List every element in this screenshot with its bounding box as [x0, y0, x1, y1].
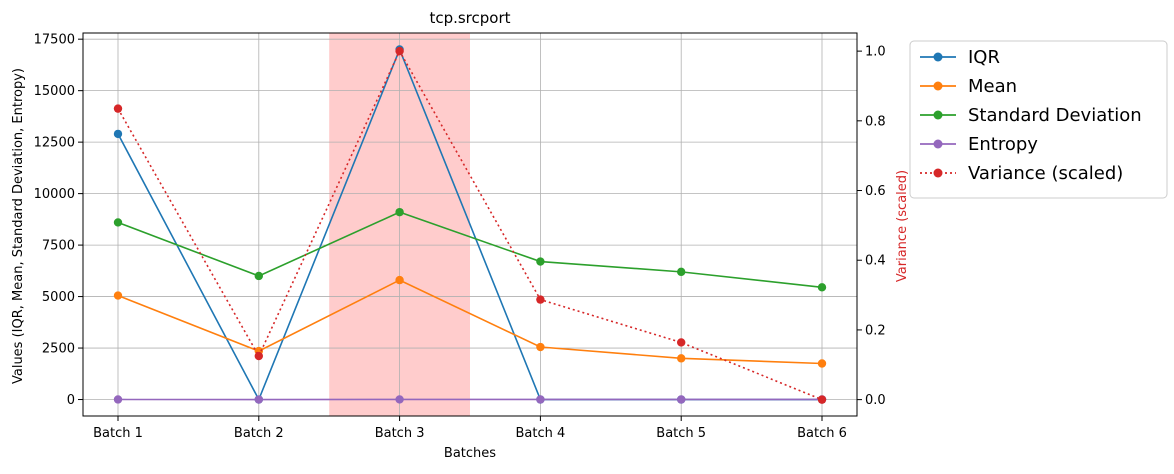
data-point-4-3 [536, 295, 544, 303]
x-tick-label: Batch 5 [656, 426, 706, 441]
data-point-1-5 [818, 359, 826, 367]
y-tick-label: 17500 [34, 33, 75, 48]
legend-label-4: Variance (scaled) [968, 163, 1123, 184]
data-point-4-4 [677, 338, 685, 346]
data-point-4-1 [255, 352, 263, 360]
legend-label-0: IQR [968, 47, 1000, 68]
data-point-2-2 [395, 208, 403, 216]
data-point-1-2 [395, 276, 403, 284]
legend-label-2: Standard Deviation [968, 105, 1142, 126]
x-axis-label: Batches [444, 446, 496, 461]
data-point-1-3 [536, 343, 544, 351]
y-tick-label: 12500 [34, 136, 75, 151]
legend-swatch-marker-3 [934, 140, 943, 149]
data-point-2-4 [677, 268, 685, 276]
x-tick-label: Batch 6 [797, 426, 847, 441]
data-point-3-1 [255, 395, 263, 403]
data-point-3-4 [677, 395, 685, 403]
legend-swatch-marker-2 [934, 111, 943, 120]
legend-swatch-marker-1 [934, 82, 943, 91]
legend-swatch-marker-0 [934, 53, 943, 62]
y2-axis-label: Variance (scaled) [895, 170, 910, 282]
data-point-2-1 [255, 272, 263, 280]
x-tick-label: Batch 2 [234, 426, 284, 441]
data-point-3-2 [395, 395, 403, 403]
y-tick-label: 5000 [42, 290, 75, 305]
data-point-1-0 [114, 291, 122, 299]
y-tick-label: 7500 [42, 239, 75, 254]
data-point-3-0 [114, 395, 122, 403]
x-tick-label: Batch 4 [516, 426, 566, 441]
legend-label-3: Entropy [968, 134, 1038, 155]
y-tick-label: 0 [67, 393, 75, 408]
y2-tick-label: 0.6 [865, 184, 886, 199]
data-point-2-5 [818, 283, 826, 291]
data-point-4-2 [395, 47, 403, 55]
y-tick-label: 10000 [34, 187, 75, 202]
data-point-0-0 [114, 130, 122, 138]
data-point-2-3 [536, 257, 544, 265]
x-tick-label: Batch 3 [375, 426, 425, 441]
legend-swatch-marker-4 [934, 169, 943, 178]
y-tick-label: 2500 [42, 342, 75, 357]
data-point-2-0 [114, 218, 122, 226]
chart-title: tcp.srcport [429, 9, 510, 27]
y2-tick-label: 0.4 [865, 254, 886, 269]
y2-tick-label: 0.0 [865, 393, 886, 408]
data-point-1-4 [677, 354, 685, 362]
x-tick-label: Batch 1 [93, 426, 143, 441]
y-axis-label: Values (IQR, Mean, Standard Deviation, E… [11, 68, 26, 384]
legend-label-1: Mean [968, 76, 1017, 97]
y2-tick-label: 1.0 [865, 45, 886, 60]
data-point-4-0 [114, 104, 122, 112]
y2-tick-label: 0.2 [865, 323, 886, 338]
data-point-4-5 [818, 395, 826, 403]
y2-tick-label: 0.8 [865, 114, 886, 129]
y-tick-label: 15000 [34, 84, 75, 99]
data-point-3-3 [536, 395, 544, 403]
